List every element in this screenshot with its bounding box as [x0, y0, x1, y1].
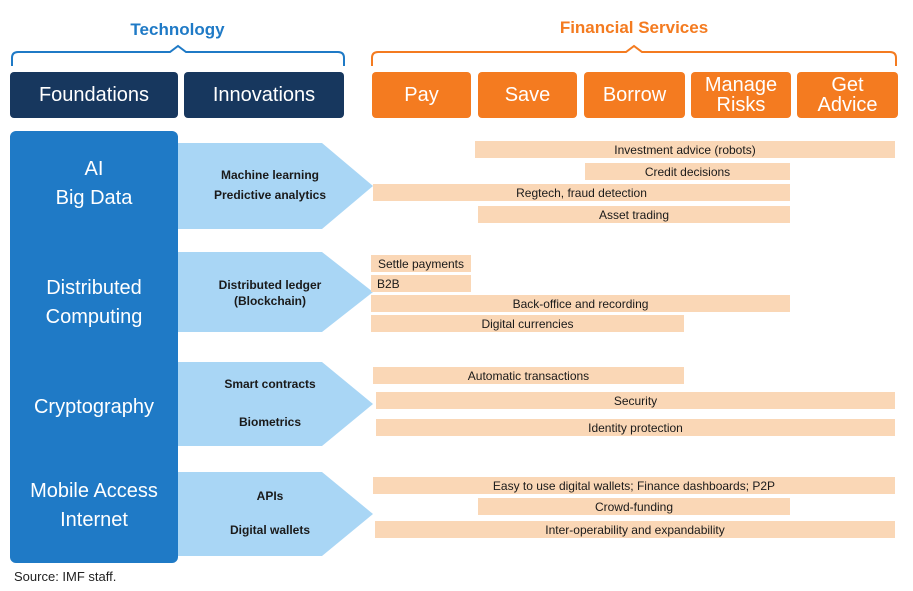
innovation-blockchain: (Blockchain): [233, 294, 306, 308]
foundation-label-line: Mobile Access: [30, 480, 158, 502]
foundation-label-line: Computing: [45, 306, 143, 328]
bar-identity-protection: Identity protection: [376, 419, 895, 436]
innovation-biometrics: Biometrics: [238, 415, 302, 429]
bar-credit-decisions: Credit decisions: [585, 163, 790, 180]
arrow-shape: [178, 472, 373, 556]
arrow-shape: [178, 252, 373, 332]
bar-digital-wallets: Easy to use digital wallets; Finance das…: [373, 477, 895, 494]
arrow-shape: [178, 362, 373, 446]
bar-asset-trading: Asset trading: [478, 206, 790, 223]
innovation-dlt: Distributed ledger: [218, 278, 322, 292]
arrow-shape: [178, 143, 373, 229]
financial-services-title: Financial Services: [559, 18, 709, 37]
bar-settle-payments: Settle payments: [371, 255, 471, 272]
foundation-label-line: Big Data: [55, 187, 133, 209]
technology-title: Technology: [130, 20, 225, 39]
foundation-label-line: Internet: [60, 509, 128, 531]
innovation-ml: Machine learning: [220, 168, 320, 182]
source-note: Source: IMF staff.: [14, 569, 117, 584]
foundation-mobile-access-internet: Mobile Access Internet: [10, 477, 178, 535]
bar-digital-currencies: Digital currencies: [371, 315, 684, 332]
bar-crowd-funding: Crowd-funding: [478, 498, 790, 515]
group-brackets: [11, 44, 897, 66]
innovation-digital-wallets: Digital wallets: [229, 523, 311, 537]
foundation-label-line: Distributed: [46, 277, 142, 299]
innovations-header: Innovations: [184, 72, 344, 118]
innovation-predictive: Predictive analytics: [213, 188, 327, 202]
service-get-advice: Get Advice: [797, 72, 898, 118]
innovation-apis: APIs: [256, 489, 284, 503]
foundation-ai-big-data: AI Big Data: [10, 155, 178, 213]
foundation-label-line: AI: [84, 158, 104, 180]
bar-automatic-transactions: Automatic transactions: [373, 367, 684, 384]
foundations-column: [10, 131, 178, 563]
foundation-distributed-computing: Distributed Computing: [10, 274, 178, 332]
service-manage-risks-label: Manage Risks: [704, 74, 778, 116]
foundation-label-line: Cryptography: [33, 396, 155, 418]
foundations-header: Foundations: [10, 72, 178, 118]
bar-back-office: Back-office and recording: [371, 295, 790, 312]
service-pay-label: Pay: [404, 84, 439, 106]
service-pay: Pay: [372, 72, 471, 118]
innovation-smart-contracts: Smart contracts: [224, 377, 316, 391]
foundation-cryptography: Cryptography: [10, 393, 178, 422]
bar-regtech: Regtech, fraud detection: [373, 184, 790, 201]
service-save-label: Save: [504, 84, 551, 106]
service-save: Save: [478, 72, 577, 118]
service-borrow: Borrow: [584, 72, 685, 118]
service-manage-risks: Manage Risks: [691, 72, 791, 118]
bar-b2b: B2B: [371, 275, 471, 292]
service-get-advice-label: Get Advice: [817, 74, 878, 116]
bar-interoperability: Inter-operability and expandability: [375, 521, 895, 538]
bar-investment-advice: Investment advice (robots): [475, 141, 895, 158]
service-borrow-label: Borrow: [602, 84, 667, 106]
bar-security: Security: [376, 392, 895, 409]
